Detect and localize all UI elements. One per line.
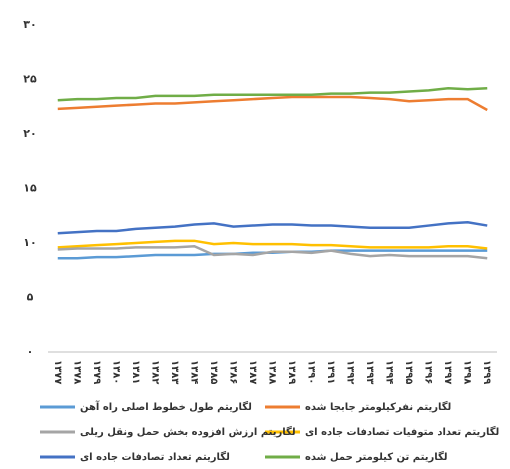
- x-tick-label: ۱۳۹۴: [384, 360, 395, 384]
- x-tick-label: ۱۳۸۷: [247, 360, 258, 384]
- legend-label: لگاریتم تعداد متوفیات تصادفات جاده ای: [305, 425, 499, 438]
- x-tick-label: ۱۳۸۴: [188, 360, 199, 384]
- y-tick-label: ۱۵: [23, 182, 37, 195]
- x-tick-label: ۱۳۸۶: [227, 360, 238, 384]
- y-tick-label: ۲۵: [23, 73, 37, 86]
- x-tick-label: ۱۳۹۹: [481, 360, 492, 384]
- x-tick-label: ۱۳۹۱: [325, 360, 336, 384]
- x-tick-label: ۱۳۸۹: [286, 360, 297, 384]
- legend-label: لگاریتم نفرکیلومتر جابجا شده: [305, 400, 451, 413]
- y-tick-label: ۱۰: [23, 236, 36, 249]
- x-tick-label: ۱۳۹۰: [306, 360, 317, 384]
- x-tick-label: ۱۳۷۷: [52, 360, 63, 384]
- x-tick-label: ۱۳۷۸: [71, 360, 82, 384]
- x-tick-label: ۱۳۹۸: [462, 360, 473, 384]
- x-tick-label: ۱۳۹۵: [403, 360, 414, 384]
- series-line: [57, 245, 488, 260]
- y-tick-label: ۰: [27, 345, 34, 358]
- x-tick-label: ۱۳۸۳: [169, 360, 180, 384]
- legend-label: لگاریتم ارزش افزوده بخش حمل ونقل ریلی: [80, 425, 296, 438]
- series-line: [57, 86, 488, 102]
- legend-label: لگاریتم تن کیلومتر حمل شده: [305, 450, 448, 463]
- legend-label: لگاریتم تعداد تصادفات جاده ای: [80, 450, 230, 463]
- x-tick-label: ۱۳۹۷: [442, 360, 453, 384]
- series-line: [57, 239, 488, 250]
- x-tick-label: ۱۳۸۸: [267, 360, 278, 384]
- y-tick-label: ۳۰: [23, 18, 36, 31]
- x-tick-label: ۱۳۹۶: [423, 360, 434, 384]
- y-tick-label: ۲۰: [23, 127, 36, 140]
- x-tick-label: ۱۳۸۰: [110, 360, 121, 384]
- y-tick-label: ۵: [27, 291, 34, 304]
- x-tick-label: ۱۳۸۱: [130, 360, 141, 384]
- legend-label: لگاریتم طول خطوط اصلی راه آهن: [80, 400, 252, 413]
- x-tick-label: ۱۳۹۲: [345, 360, 356, 384]
- x-tick-label: ۱۳۷۹: [91, 360, 102, 384]
- series-line: [57, 95, 488, 112]
- x-tick-label: ۱۳۹۳: [364, 360, 375, 384]
- series-line: [57, 221, 488, 235]
- x-tick-label: ۱۳۸۵: [208, 360, 219, 384]
- x-tick-label: ۱۳۸۲: [149, 360, 160, 384]
